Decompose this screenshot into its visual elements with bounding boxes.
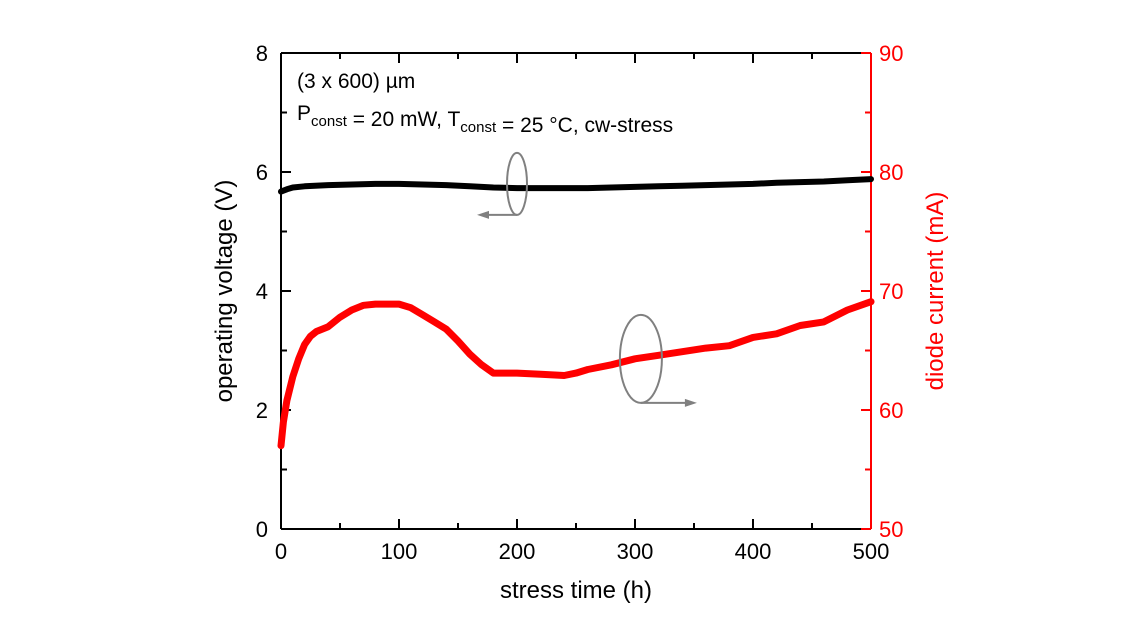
x-axis-title: stress time (h) [500, 577, 652, 604]
x-tick-label: 100 [381, 539, 418, 564]
annotation-subscript: const [311, 113, 348, 130]
y-right-tick-label: 50 [879, 517, 903, 542]
y-left-tick-label: 0 [256, 517, 268, 542]
y-right-tick-label: 70 [879, 279, 903, 304]
y-left-tick-label: 6 [256, 160, 268, 185]
annotation-text-part: = 25 °C, cw-stress [496, 114, 673, 137]
voltage-series-line [278, 176, 874, 195]
annotation-device-size: (3 x 600) µm [297, 70, 415, 93]
y-left-tick-label: 2 [256, 398, 268, 423]
annotation-stress-conditions: Pconst = 20 mW, Tconst = 25 °C, cw-stres… [297, 102, 673, 137]
y-left-tick-label: 4 [256, 279, 268, 304]
y-right-tick-label: 80 [879, 160, 903, 185]
annotation-text-part: P [297, 102, 311, 125]
x-tick-label: 300 [617, 539, 654, 564]
marker-layer [477, 151, 697, 407]
plot-frame: 0 100 200 300 400 500 0 2 4 6 8 50 60 70 80 90 [256, 41, 904, 564]
y-axis-right-title: diode current (mA) [922, 192, 949, 391]
x-tick-label: 500 [853, 539, 890, 564]
x-tick-label: 400 [735, 539, 772, 564]
current-series-indicator [618, 313, 697, 407]
voltage-series-indicator [477, 151, 528, 219]
annotation-text-part: = 20 mW, T [347, 108, 461, 131]
y-axis-left-title: operating voltage (V) [211, 180, 238, 403]
series-layer [277, 176, 875, 450]
arrow-left-icon [477, 210, 489, 219]
arrow-right-icon [684, 398, 697, 407]
annotation-subscript: const [460, 119, 497, 136]
x-tick-label: 200 [499, 539, 536, 564]
x-tick-label: 0 [275, 539, 287, 564]
y-right-tick-label: 60 [879, 398, 903, 423]
y-right-tick-label: 90 [879, 41, 903, 66]
indicator-ellipse [506, 151, 528, 216]
y-left-tick-label: 8 [256, 41, 268, 66]
current-series-line [277, 298, 875, 450]
